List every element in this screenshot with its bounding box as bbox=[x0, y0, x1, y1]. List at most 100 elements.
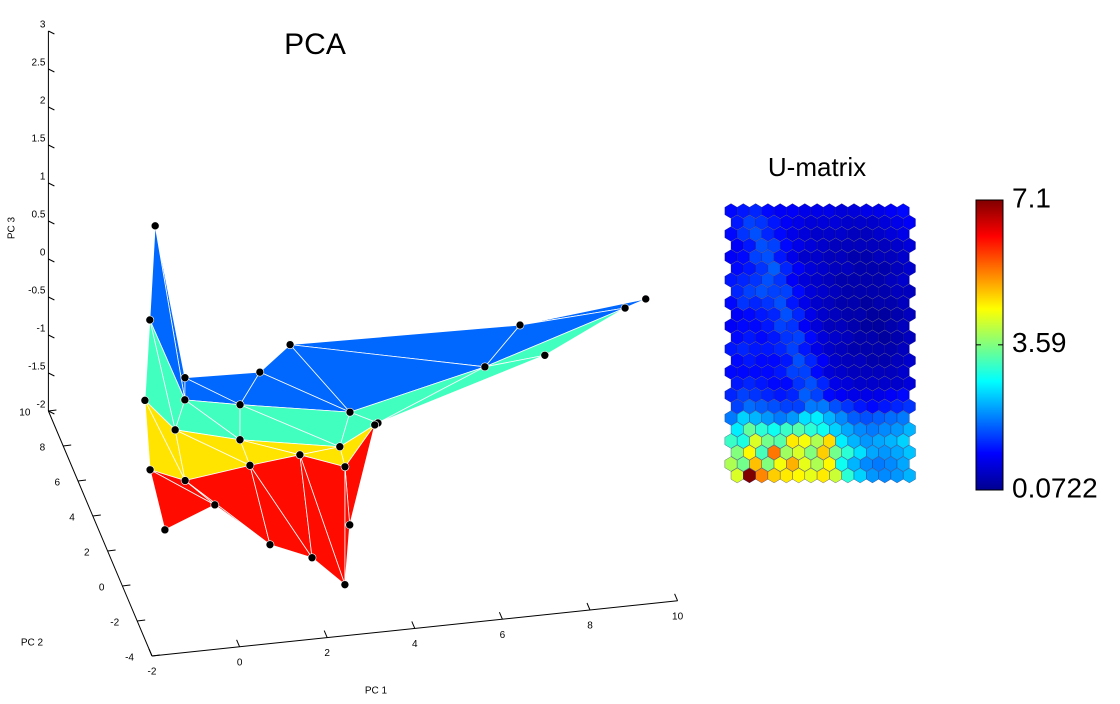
y-tick bbox=[151, 654, 161, 657]
x-tick bbox=[411, 621, 416, 629]
z-tick bbox=[48, 372, 55, 377]
node bbox=[265, 540, 275, 549]
node bbox=[370, 420, 380, 430]
x-tick-label: 2 bbox=[324, 648, 330, 659]
x-tick-label: 0 bbox=[237, 657, 243, 668]
y-axis-label: PC 2 bbox=[21, 638, 44, 649]
umatrix-title: U-matrix bbox=[768, 152, 866, 182]
node bbox=[145, 315, 155, 325]
x-tick bbox=[674, 593, 679, 601]
z-tick bbox=[48, 106, 55, 111]
node bbox=[235, 435, 245, 445]
x-tick-label: -2 bbox=[148, 667, 157, 678]
y-tick bbox=[77, 479, 87, 482]
x-axis-label: PC 1 bbox=[365, 686, 388, 697]
hex-cell bbox=[903, 237, 916, 254]
hex-cell bbox=[903, 444, 916, 461]
hex-cell bbox=[903, 467, 916, 484]
z-tick-label: 3 bbox=[40, 20, 46, 31]
hex-cell bbox=[896, 203, 910, 219]
y-tick bbox=[122, 584, 131, 587]
z-tick bbox=[48, 410, 55, 415]
node bbox=[345, 407, 355, 417]
node bbox=[210, 500, 220, 510]
hex-cell bbox=[896, 456, 910, 472]
node bbox=[235, 400, 245, 410]
y-tick bbox=[107, 549, 116, 552]
node bbox=[345, 520, 355, 530]
hex-cell bbox=[903, 260, 916, 277]
hex-cell bbox=[903, 306, 916, 323]
y-tick bbox=[48, 409, 57, 412]
mesh-face bbox=[299, 454, 346, 586]
hex-cell bbox=[896, 226, 910, 242]
z-tick bbox=[48, 334, 55, 339]
y-tick-label: -2 bbox=[110, 618, 119, 629]
z-tick bbox=[48, 296, 55, 301]
y-tick-label: 8 bbox=[40, 443, 46, 454]
node bbox=[335, 442, 345, 452]
node bbox=[285, 340, 295, 349]
colorbar-tick-label: 0.0722 bbox=[1012, 472, 1098, 503]
z-axis-label: PC 3 bbox=[7, 216, 18, 239]
z-tick bbox=[48, 258, 55, 263]
colorbar-tick-label: 3.59 bbox=[1012, 327, 1067, 358]
node bbox=[140, 396, 150, 405]
x-tick-label: 8 bbox=[587, 621, 593, 632]
node bbox=[170, 425, 180, 435]
hex-cell bbox=[903, 421, 916, 438]
hex-cell bbox=[903, 283, 916, 300]
y-tick-label: 4 bbox=[69, 513, 75, 524]
x-tick-label: 10 bbox=[672, 611, 684, 622]
z-tick bbox=[48, 182, 55, 187]
node bbox=[180, 395, 190, 405]
node bbox=[307, 553, 317, 563]
axis-line bbox=[47, 410, 153, 657]
node bbox=[160, 525, 170, 535]
node bbox=[245, 461, 255, 470]
x-tick bbox=[236, 639, 241, 647]
node bbox=[515, 320, 525, 330]
z-tick bbox=[48, 144, 55, 149]
z-tick-label: 0 bbox=[40, 248, 46, 259]
pca-title: PCA bbox=[284, 28, 346, 61]
z-tick-label: 2 bbox=[40, 96, 46, 107]
y-tick bbox=[92, 514, 101, 517]
node bbox=[540, 350, 550, 360]
hex-cell bbox=[896, 433, 910, 449]
x-tick-label: 4 bbox=[412, 639, 418, 650]
node bbox=[295, 450, 305, 460]
node bbox=[480, 362, 490, 372]
node bbox=[255, 367, 265, 377]
node bbox=[641, 294, 651, 304]
hex-cell bbox=[896, 341, 910, 357]
node bbox=[180, 373, 190, 383]
hex-cell bbox=[903, 375, 916, 392]
x-tick bbox=[498, 612, 503, 620]
z-tick-label: -1 bbox=[36, 324, 45, 335]
z-tick bbox=[48, 68, 55, 73]
z-tick-label: -1.5 bbox=[28, 362, 46, 373]
z-tick-label: 1 bbox=[40, 172, 46, 183]
mesh-face bbox=[249, 464, 313, 559]
hex-cell bbox=[903, 329, 916, 346]
node bbox=[180, 476, 190, 485]
node bbox=[620, 303, 630, 313]
y-tick-label: 10 bbox=[19, 408, 31, 419]
hex-cell bbox=[896, 387, 910, 403]
colorbar-tick-label: 7.1 bbox=[1012, 182, 1051, 213]
mesh-face bbox=[184, 480, 271, 546]
node bbox=[145, 465, 155, 475]
z-tick-label: 0.5 bbox=[31, 210, 45, 221]
z-tick-label: 1.5 bbox=[31, 134, 45, 145]
y-tick-label: -4 bbox=[125, 653, 134, 664]
hex-cell bbox=[896, 364, 910, 380]
hex-cell bbox=[903, 398, 916, 415]
node bbox=[340, 462, 350, 472]
y-tick-label: 0 bbox=[99, 583, 105, 594]
node bbox=[340, 580, 350, 589]
mesh-face bbox=[149, 469, 216, 531]
x-tick-label: 6 bbox=[500, 630, 506, 641]
